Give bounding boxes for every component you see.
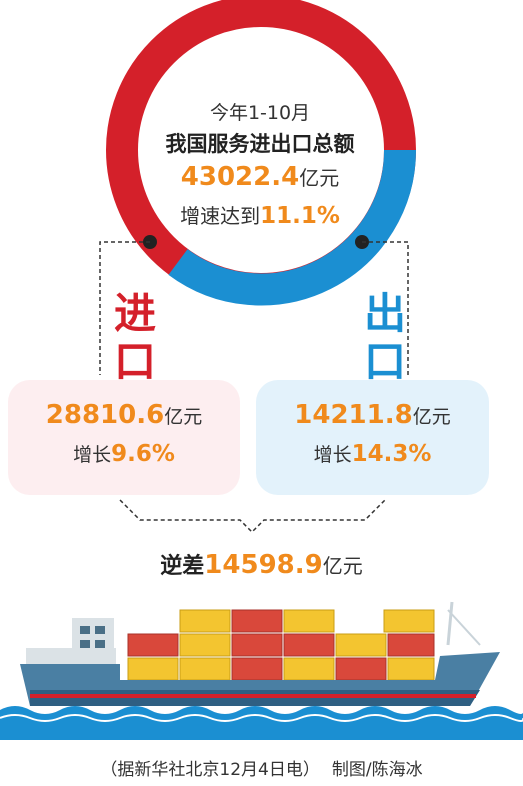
total-value: 43022.4 [180, 162, 300, 192]
headline-growth: 增速达到11.1% [110, 200, 410, 229]
exports-value: 14211.8 [294, 400, 413, 430]
exports-growth-line: 增长14.3% [256, 440, 489, 467]
exports-growth-value: 14.3% [351, 441, 432, 467]
exports-card: 14211.8亿元 增长14.3% [256, 380, 489, 495]
total-unit: 亿元 [299, 166, 340, 190]
footer: （据新华社北京12月4日电） 制图/陈海冰 [0, 755, 523, 780]
footer-credit: 制图/陈海冰 [331, 760, 423, 780]
exports-growth-label: 增长 [313, 444, 352, 466]
exports-value-line: 14211.8亿元 [256, 400, 489, 430]
growth-value: 11.1% [260, 203, 340, 229]
imports-label: 进口 [114, 289, 157, 386]
connector-right [362, 241, 409, 375]
ring-exports-segment [168, 149, 417, 306]
deficit-unit: 亿元 [322, 554, 363, 578]
water [0, 706, 523, 740]
exports-unit: 亿元 [412, 406, 451, 428]
ring-chart [99, 0, 417, 534]
exports-label: 出口 [364, 289, 407, 386]
headline-period: 今年1-10月 [209, 102, 311, 124]
deficit-line: 逆差14598.9亿元 [0, 548, 523, 580]
imports-card: 28810.6亿元 增长9.6% [8, 380, 240, 495]
headline-title: 我国服务进出口总额 [165, 132, 355, 156]
deficit-value: 14598.9 [204, 550, 323, 580]
imports-value-line: 28810.6亿元 [8, 400, 240, 430]
footer-source: （据新华社北京12月4日电） [100, 760, 320, 780]
imports-growth-value: 9.6% [111, 441, 175, 467]
imports-value: 28810.6 [45, 400, 165, 430]
deficit-label: 逆差 [160, 554, 205, 579]
imports-growth-label: 增长 [73, 444, 112, 466]
bottom-bracket [119, 499, 386, 534]
cargo-ship-illustration [0, 601, 523, 740]
connector-left [99, 241, 150, 375]
growth-label: 增速达到 [180, 204, 261, 228]
imports-unit: 亿元 [164, 406, 203, 428]
imports-growth-line: 增长9.6% [8, 440, 240, 467]
headline-total: 43022.4亿元 [110, 162, 410, 192]
